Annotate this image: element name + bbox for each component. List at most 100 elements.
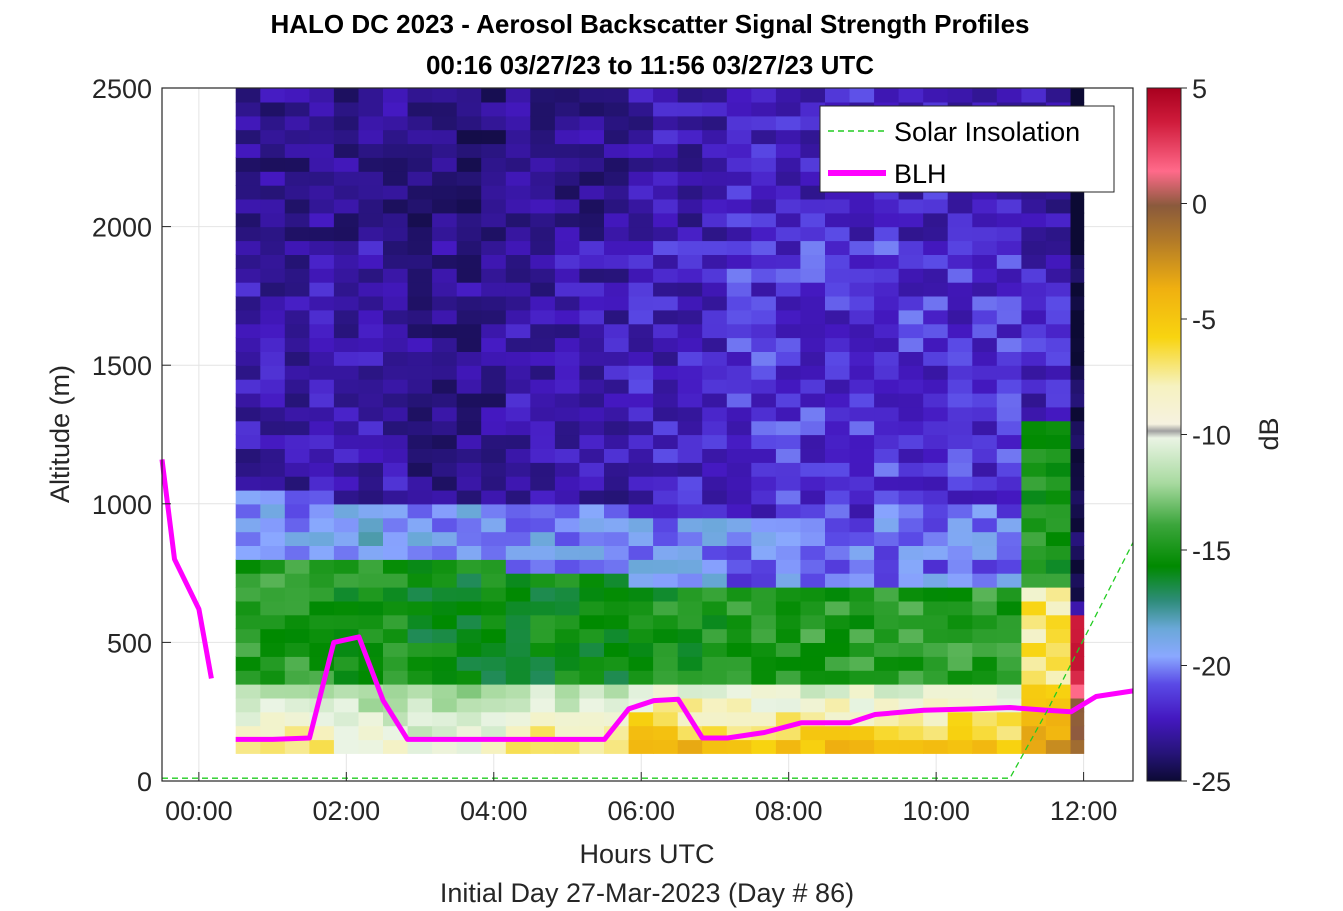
heatmap-cell bbox=[825, 351, 851, 366]
heatmap-cell bbox=[947, 573, 973, 588]
heatmap-cell bbox=[751, 323, 777, 339]
heatmap-cell bbox=[923, 670, 949, 685]
heatmap-cell bbox=[800, 559, 826, 574]
heatmap-cell bbox=[653, 448, 679, 463]
heatmap-cell bbox=[260, 198, 286, 214]
heatmap-cell bbox=[800, 517, 826, 533]
heatmap-cell bbox=[726, 282, 752, 297]
heatmap-cell bbox=[383, 143, 409, 158]
heatmap-cell bbox=[775, 656, 802, 671]
heatmap-cell bbox=[407, 185, 433, 200]
heatmap-cell bbox=[407, 337, 433, 352]
heatmap-cell bbox=[1070, 365, 1085, 380]
heatmap-cell bbox=[579, 185, 605, 200]
heatmap-cell bbox=[923, 559, 949, 574]
heatmap-cell bbox=[604, 115, 630, 131]
heatmap-cell bbox=[825, 420, 851, 436]
heatmap-cell bbox=[1045, 392, 1072, 408]
heatmap-cell bbox=[604, 434, 630, 449]
heatmap-cell bbox=[947, 198, 973, 214]
heatmap-cell bbox=[726, 517, 752, 533]
heatmap-cell bbox=[309, 129, 335, 145]
heatmap-cell bbox=[947, 628, 973, 643]
heatmap-cell bbox=[358, 88, 384, 103]
heatmap-cell bbox=[775, 587, 802, 602]
heatmap-cell bbox=[456, 739, 482, 754]
heatmap-cell bbox=[800, 573, 826, 588]
heatmap-cell bbox=[530, 379, 556, 394]
heatmap-cell bbox=[260, 392, 286, 408]
heatmap-cell bbox=[284, 351, 310, 366]
x-tick-label: 04:00 bbox=[460, 796, 528, 826]
heatmap-cell bbox=[260, 587, 286, 602]
heatmap-cell bbox=[996, 254, 1022, 269]
heatmap-cell bbox=[1021, 254, 1047, 269]
heatmap-cell bbox=[604, 379, 630, 394]
heatmap-cell bbox=[775, 212, 802, 228]
heatmap-cell bbox=[333, 171, 360, 186]
heatmap-cell bbox=[284, 101, 310, 117]
chart-title-line-2: 00:16 03/27/23 to 11:56 03/27/23 UTC bbox=[426, 50, 874, 80]
x-axis-label: Hours UTC bbox=[579, 839, 714, 869]
heatmap-cell bbox=[751, 711, 777, 727]
heatmap-cell bbox=[260, 573, 286, 588]
heatmap-cell bbox=[432, 573, 458, 588]
heatmap-cell bbox=[628, 476, 654, 491]
heatmap-cell bbox=[1045, 684, 1072, 699]
heatmap-cell bbox=[333, 573, 360, 588]
heatmap-cell bbox=[849, 628, 875, 643]
heatmap-cell bbox=[530, 101, 556, 117]
heatmap-cell bbox=[726, 88, 752, 103]
heatmap-cell bbox=[653, 711, 679, 727]
heatmap-cell bbox=[800, 725, 826, 741]
heatmap-cell bbox=[874, 684, 900, 699]
heatmap-cell bbox=[800, 254, 826, 269]
heatmap-cell bbox=[825, 503, 851, 519]
heatmap-cell bbox=[849, 573, 875, 588]
heatmap-cell bbox=[333, 517, 360, 533]
heatmap-cell bbox=[825, 614, 851, 630]
heatmap-cell bbox=[677, 420, 703, 436]
heatmap-cell bbox=[604, 559, 630, 574]
heatmap-cell bbox=[1045, 545, 1072, 560]
heatmap-cell bbox=[383, 212, 409, 228]
heatmap-cell bbox=[726, 600, 752, 616]
heatmap-cell bbox=[996, 476, 1022, 491]
heatmap-cell bbox=[235, 600, 261, 616]
heatmap-cell bbox=[579, 600, 605, 616]
heatmap-cell bbox=[628, 462, 654, 477]
heatmap-cell bbox=[481, 656, 507, 671]
colorbar-tick-label: 0 bbox=[1192, 190, 1207, 220]
heatmap-cell bbox=[653, 573, 679, 588]
heatmap-cell bbox=[1021, 282, 1047, 297]
heatmap-cell bbox=[284, 309, 310, 325]
heatmap-cell bbox=[554, 573, 581, 588]
heatmap-cell bbox=[554, 711, 581, 727]
heatmap-cell bbox=[947, 406, 973, 422]
heatmap-cell bbox=[923, 434, 949, 449]
heatmap-cell bbox=[751, 157, 777, 172]
heatmap-cell bbox=[898, 379, 924, 394]
heatmap-cell bbox=[800, 448, 826, 463]
heatmap-cell bbox=[260, 101, 286, 117]
heatmap-cell bbox=[333, 309, 360, 325]
heatmap-cell bbox=[1070, 309, 1085, 325]
heatmap-cell bbox=[383, 282, 409, 297]
heatmap-cell bbox=[628, 739, 654, 754]
heatmap-cell bbox=[874, 337, 900, 352]
heatmap-cell bbox=[653, 226, 679, 242]
heatmap-cell bbox=[677, 240, 703, 255]
heatmap-cell bbox=[481, 351, 507, 366]
heatmap-cell bbox=[996, 379, 1022, 394]
heatmap-cell bbox=[481, 226, 507, 242]
heatmap-cell bbox=[604, 198, 630, 214]
heatmap-cell bbox=[677, 656, 703, 671]
heatmap-cell bbox=[235, 337, 261, 352]
heatmap-cell bbox=[726, 531, 752, 546]
heatmap-cell bbox=[309, 434, 335, 449]
heatmap-cell bbox=[628, 448, 654, 463]
heatmap-cell bbox=[726, 420, 752, 436]
heatmap-cell bbox=[628, 337, 654, 352]
heatmap-cell bbox=[505, 240, 531, 255]
heatmap-cell bbox=[235, 171, 261, 186]
